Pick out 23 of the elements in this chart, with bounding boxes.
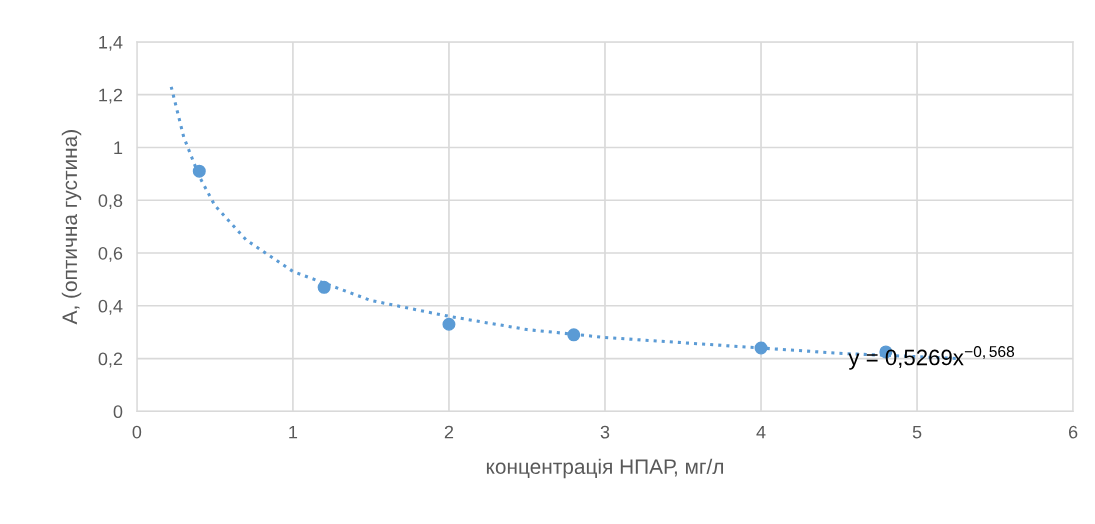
x-tick-label: 4 [756,425,766,439]
point [192,164,206,178]
point [754,341,768,355]
x-tick-label: 3 [600,425,610,439]
x-tick-label: 6 [1069,425,1078,439]
y-tick-label: 0 [113,405,123,419]
point [567,328,581,342]
point [442,317,456,331]
point [317,280,331,294]
x-tick-label: 0 [132,425,142,439]
x-tick-label: 1 [289,425,298,439]
y-tick-label: 0,2 [98,352,123,368]
y-tick-label: 0,4 [98,299,123,315]
annotation: y = 0,5269x$^{−0,568}$ [848,346,1015,370]
y-tick-label: 0,8 [98,194,123,210]
x-tick-label: 5 [912,425,922,439]
y-tick-label: 1,2 [99,88,123,104]
y-tick-label: 1 [114,141,123,155]
x-tick-label: 2 [444,425,454,439]
y-tick-label: 1,4 [99,36,123,51]
y-axis-title: A, (оптична густина) [61,130,82,325]
y-tick-label: 0,6 [98,246,123,262]
x-axis-title: концентрація НПАР, мг/л [486,458,723,479]
